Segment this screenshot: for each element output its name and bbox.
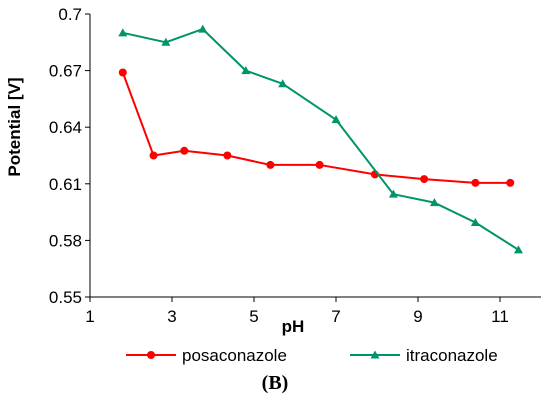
y-tick-label: 0.55 (49, 288, 82, 307)
x-tick-label: 3 (167, 307, 176, 326)
y-axis-title-group: Potential [V] (5, 77, 24, 176)
x-axis-title: pH (282, 317, 305, 336)
data-point-posaconazole (180, 146, 189, 155)
y-ticks: 0.55 0.58 0.61 0.64 0.67 0.7 (49, 5, 90, 307)
x-tick-label: 11 (491, 307, 509, 326)
data-point-posaconazole (420, 175, 429, 184)
data-point-posaconazole (223, 151, 232, 160)
y-axis-title: Potential [V] (5, 77, 24, 176)
data-point-itraconazole (429, 198, 439, 207)
data-point-posaconazole (266, 160, 275, 169)
data-point-itraconazole (161, 37, 171, 46)
x-tick-label: 1 (85, 307, 94, 326)
x-tick-label: 9 (413, 307, 422, 326)
y-tick-label: 0.7 (58, 5, 82, 24)
x-ticks: 1 3 5 7 9 11 (85, 297, 509, 326)
data-point-itraconazole (278, 79, 288, 88)
data-point-itraconazole (241, 66, 251, 75)
data-point-posaconazole (506, 178, 515, 187)
legend-label-posaconazole: posaconazole (182, 346, 287, 365)
y-tick-label: 0.64 (49, 118, 82, 137)
data-point-itraconazole (513, 245, 523, 254)
data-point-posaconazole (315, 160, 324, 169)
series-line-itraconazole (122, 28, 519, 251)
data-point-itraconazole (198, 24, 208, 33)
series-line-posaconazole (121, 72, 511, 184)
legend: posaconazole itraconazole (126, 346, 498, 365)
y-tick-label: 0.58 (49, 231, 82, 250)
legend-marker-itraconazole (370, 350, 380, 359)
data-point-itraconazole (118, 28, 128, 37)
data-point-itraconazole (388, 189, 398, 198)
data-point-itraconazole (470, 217, 480, 226)
legend-label-itraconazole: itraconazole (406, 346, 498, 365)
x-tick-label: 7 (331, 307, 340, 326)
data-point-itraconazole (331, 115, 341, 124)
y-tick-label: 0.61 (49, 175, 82, 194)
panel-label: (B) (262, 372, 289, 394)
legend-marker-posaconazole (147, 351, 155, 359)
data-series (118, 24, 523, 254)
y-tick-label: 0.67 (49, 62, 82, 81)
data-point-posaconazole (471, 178, 480, 187)
x-tick-label: 5 (249, 307, 258, 326)
data-point-posaconazole (149, 151, 158, 160)
data-point-posaconazole (118, 68, 127, 77)
